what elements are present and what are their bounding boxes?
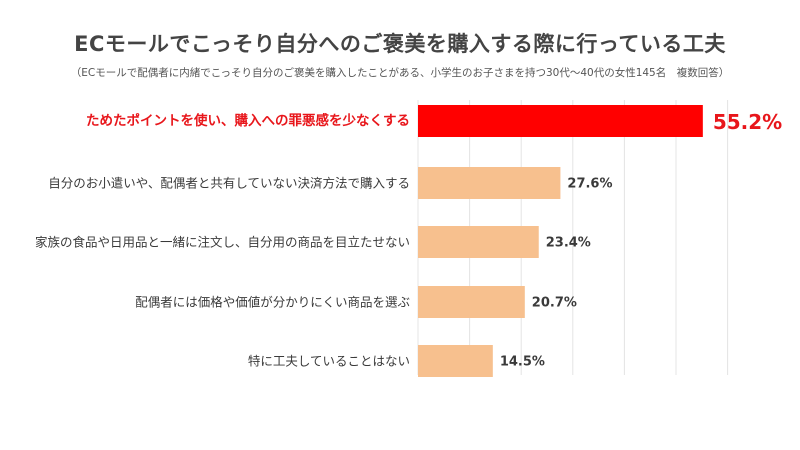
data-label: 27.6% (567, 177, 612, 192)
bar (418, 167, 561, 199)
data-label: 55.2% (713, 110, 782, 134)
chart-title: ECモールでこっそり自分へのご褒美を購入する際に行っている工夫 (74, 32, 726, 56)
category-label: ためたポイントを使い、購入への罪悪感を少なくする (86, 112, 410, 129)
data-label: 14.5% (500, 355, 545, 370)
bar (418, 226, 539, 258)
category-label: 配偶者には価格や価値が分かりにくい商品を選ぶ (135, 295, 410, 310)
data-label: 20.7% (532, 296, 577, 311)
category-label: 家族の食品や日用品と一緒に注文し、自分用の商品を目立たせない (35, 235, 410, 250)
category-label: 自分のお小遣いや、配偶者と共有していない決済方法で購入する (48, 176, 410, 191)
category-label: 特に工夫していることはない (248, 354, 410, 369)
bar (418, 286, 525, 318)
data-label: 23.4% (546, 236, 591, 251)
bar (418, 345, 493, 377)
bar-highlight (418, 105, 703, 137)
chart-subtitle: （ECモールで配偶者に内緒でこっそり自分のご褒美を購入したことがある、小学生のお… (70, 67, 730, 79)
